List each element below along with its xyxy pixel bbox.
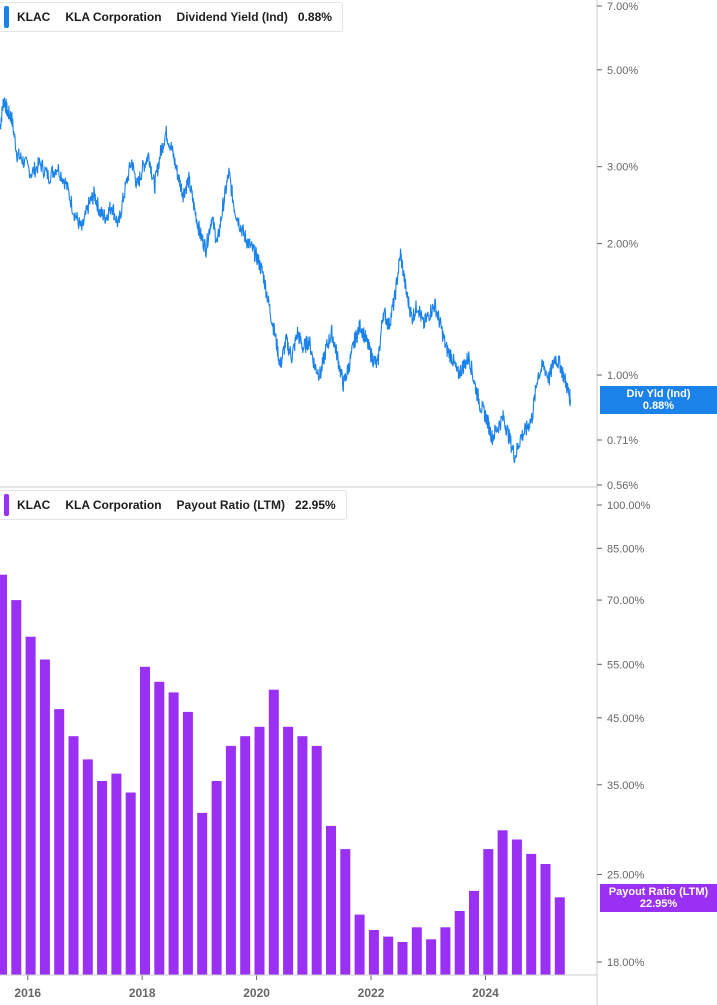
top-legend-value: 0.88% <box>297 10 332 24</box>
dividend-yield-line <box>0 97 571 464</box>
payout-bar <box>368 930 379 975</box>
payout-y-tick-label: 100.00% <box>607 500 651 512</box>
bottom-legend-ticker: KLAC <box>17 498 51 512</box>
yield-y-tick-label: 2.00% <box>607 239 638 251</box>
payout-bar <box>68 736 79 975</box>
payout-bar <box>168 692 179 975</box>
payout-y-tick-label: 55.00% <box>607 659 645 671</box>
payout-bar <box>111 773 122 975</box>
payout-bar <box>154 681 165 975</box>
yield-y-tick-label: 7.00% <box>607 1 638 13</box>
top-legend[interactable]: KLAC KLA Corporation Dividend Yield (Ind… <box>0 2 343 32</box>
payout-y-tick-label: 35.00% <box>607 780 645 792</box>
payout-bar <box>354 914 365 975</box>
yield-y-tick-label: 1.00% <box>607 370 638 382</box>
payout-bar <box>397 942 408 975</box>
payout-bar <box>283 726 294 975</box>
payout-bar <box>54 709 65 975</box>
x-tick-label: 2018 <box>129 986 156 1000</box>
payout-bar <box>311 745 322 975</box>
yield-value-tag: Div Yld (Ind) 0.88% <box>600 386 717 414</box>
bottom-legend-value: 22.95% <box>294 498 336 512</box>
dividend-yield-plot <box>0 97 571 464</box>
top-legend-company: KLA Corporation <box>65 10 162 24</box>
axes: 7.00% 5.00% 3.00% 2.00% 1.00% 0.71% 0.56% 100.0… <box>0 0 651 1005</box>
payout-y-tick-label: 18.00% <box>607 957 645 969</box>
payout-bar <box>82 759 93 975</box>
x-tick-label: 2016 <box>14 986 41 1000</box>
payout-bar <box>125 792 136 975</box>
payout-value-tag: Payout Ratio (LTM) 22.95% <box>600 884 717 912</box>
payout-y-tick-label: 70.00% <box>607 595 645 607</box>
payout-bar <box>140 666 150 975</box>
yield-y-tick-label: 0.71% <box>607 435 638 447</box>
bottom-legend-company: KLA Corporation <box>65 498 162 512</box>
payout-bar <box>97 781 108 975</box>
payout-bar <box>426 939 437 975</box>
payout-bar <box>497 830 508 975</box>
payout-bar <box>182 711 193 975</box>
payout-bar <box>225 745 236 975</box>
payout-color-swatch <box>4 494 9 516</box>
payout-y-tick-label: 45.00% <box>607 713 645 725</box>
payout-bar <box>411 927 422 975</box>
yield-y-tick-label: 3.00% <box>607 162 638 174</box>
top-legend-metric: Dividend Yield (Ind) <box>176 10 288 24</box>
payout-bar <box>268 689 279 975</box>
yield-tag-label: Div Yld (Ind) <box>626 388 691 400</box>
x-tick-label: 2024 <box>472 986 499 1000</box>
yield-tag-value: 0.88% <box>642 400 675 412</box>
yield-y-tick-label: 0.56% <box>607 480 638 492</box>
x-tick-label: 2020 <box>243 986 270 1000</box>
payout-bar <box>526 853 537 975</box>
payout-bar <box>454 911 465 975</box>
payout-bar <box>197 812 208 975</box>
payout-tag-value: 22.95% <box>639 898 678 910</box>
bottom-legend-metric: Payout Ratio (LTM) <box>176 498 285 512</box>
payout-bar <box>240 736 251 975</box>
payout-bar <box>11 600 22 975</box>
yield-y-tick-label: 5.00% <box>607 65 638 77</box>
bottom-legend[interactable]: KLAC KLA Corporation Payout Ratio (LTM) … <box>0 490 347 520</box>
payout-ratio-plot <box>0 574 565 975</box>
yield-color-swatch <box>4 6 9 28</box>
x-tick-label: 2022 <box>358 986 385 1000</box>
payout-bar <box>25 636 36 975</box>
payout-bar <box>540 864 551 975</box>
payout-bar <box>554 897 565 975</box>
payout-bar <box>340 849 351 975</box>
payout-tag-label: Payout Ratio (LTM) <box>608 886 709 898</box>
payout-y-tick-label: 25.00% <box>607 869 645 881</box>
top-legend-ticker: KLAC <box>17 10 51 24</box>
payout-bar <box>39 659 50 975</box>
payout-bar <box>440 927 451 975</box>
payout-bar <box>383 936 394 975</box>
payout-bar <box>0 574 7 975</box>
payout-bar <box>469 890 479 975</box>
payout-bar <box>297 736 308 975</box>
payout-bar <box>511 839 522 975</box>
payout-bar <box>211 781 222 975</box>
payout-y-tick-label: 85.00% <box>607 543 645 555</box>
payout-bar <box>483 849 494 975</box>
payout-bar <box>326 825 336 975</box>
payout-bar <box>254 726 265 975</box>
